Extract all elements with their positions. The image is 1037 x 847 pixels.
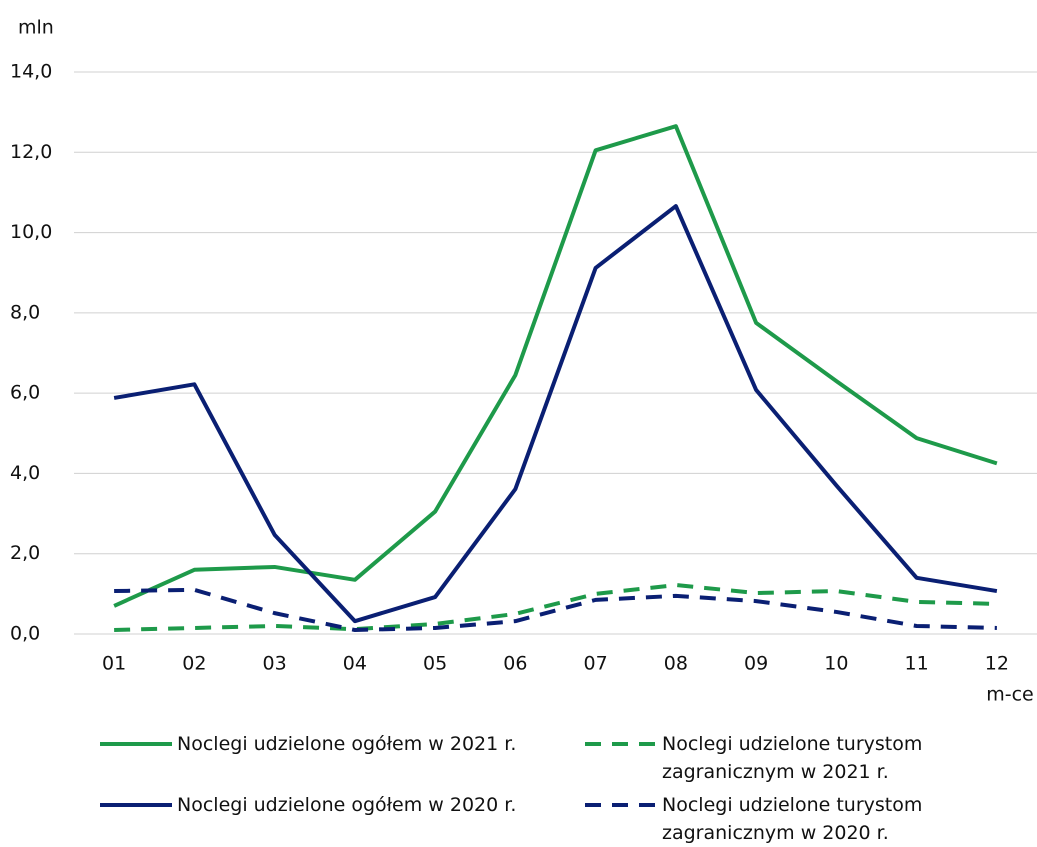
x-tick-label: 09 <box>744 653 768 675</box>
x-tick-label: 12 <box>985 653 1009 675</box>
x-unit-label: m-ce <box>986 684 1034 706</box>
y-tick-label: 14,0 <box>10 61 52 83</box>
series-line <box>114 583 997 632</box>
y-tick-label: 6,0 <box>10 382 40 404</box>
legend-label: Noclegi udzielone turystom zagranicznym … <box>662 794 923 844</box>
legend-label: Noclegi udzielone ogółem w 2020 r. <box>177 794 517 816</box>
x-tick-label: 03 <box>263 653 287 675</box>
x-tick-label: 06 <box>503 653 527 675</box>
series-line <box>113 204 998 624</box>
x-tick-label: 11 <box>905 653 929 675</box>
x-tick-label: 01 <box>102 653 126 675</box>
y-tick-label: 4,0 <box>10 462 40 484</box>
x-tick-label: 04 <box>343 653 367 675</box>
legend-label: Noclegi udzielone turystom zagranicznym … <box>662 733 923 783</box>
y-unit-label: mln <box>18 17 54 39</box>
y-tick-label: 8,0 <box>10 301 40 323</box>
x-tick-label: 08 <box>664 653 688 675</box>
y-tick-label: 2,0 <box>10 542 40 564</box>
y-tick-label: 0,0 <box>10 623 40 645</box>
x-tick-label: 07 <box>584 653 608 675</box>
x-tick-label: 02 <box>182 653 206 675</box>
y-tick-label: 10,0 <box>10 221 52 243</box>
x-tick-label: 05 <box>423 653 447 675</box>
x-tick-label: 10 <box>824 653 848 675</box>
series-line <box>114 587 997 632</box>
legend-label: Noclegi udzielone ogółem w 2021 r. <box>177 733 517 755</box>
y-tick-label: 12,0 <box>10 141 52 163</box>
series-line <box>113 124 998 608</box>
